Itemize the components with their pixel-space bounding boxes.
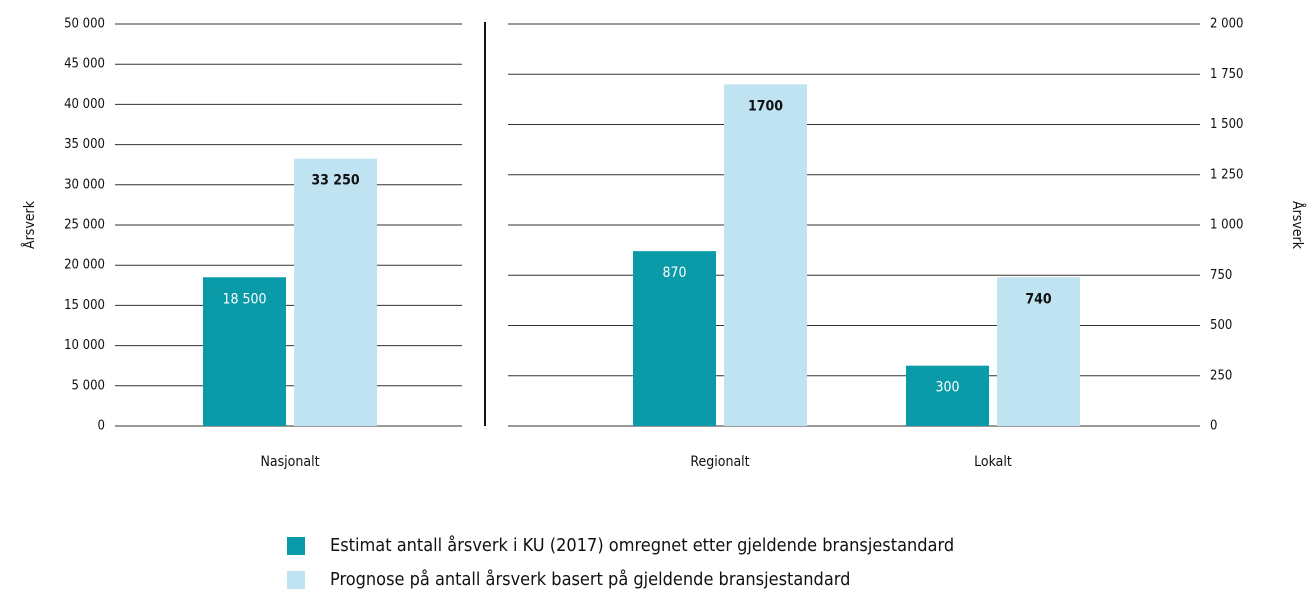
y-tick-label: 10 000	[64, 338, 105, 353]
legend-label: Prognose på antall årsverk basert på gje…	[330, 569, 850, 590]
x-tick-label: Nasjonalt	[260, 454, 319, 470]
y-axis-label: Årsverk	[1289, 201, 1306, 250]
value-label: 740	[1025, 291, 1052, 307]
value-label: 1700	[748, 98, 783, 114]
y-tick-label: 20 000	[64, 258, 105, 273]
y-tick-label: 15 000	[64, 298, 105, 313]
value-label: 18 500	[222, 291, 266, 307]
y-tick-label: 1 250	[1210, 167, 1243, 182]
y-tick-label: 45 000	[64, 57, 105, 72]
x-tick-label: Lokalt	[974, 454, 1012, 470]
y-tick-label: 35 000	[64, 137, 105, 152]
y-tick-label: 0	[1210, 419, 1217, 434]
value-label: 300	[935, 380, 959, 396]
y-tick-label: 30 000	[64, 177, 105, 192]
legend-swatch	[287, 571, 305, 589]
value-label: 33 250	[311, 173, 359, 189]
value-label: 870	[662, 265, 686, 281]
bar	[906, 365, 989, 426]
y-tick-label: 750	[1210, 268, 1232, 283]
y-tick-label: 0	[98, 419, 105, 434]
y-axis-label: Årsverk	[21, 200, 38, 249]
bar	[724, 84, 807, 427]
y-tick-label: 2 000	[1210, 17, 1243, 32]
y-tick-label: 250	[1210, 368, 1232, 383]
bar	[633, 251, 716, 426]
bar	[997, 277, 1080, 426]
y-tick-label: 40 000	[64, 97, 105, 112]
y-tick-label: 1 000	[1210, 218, 1243, 233]
y-tick-label: 5 000	[72, 378, 105, 393]
y-tick-label: 1 500	[1210, 117, 1243, 132]
y-tick-label: 500	[1210, 318, 1232, 333]
y-tick-label: 25 000	[64, 218, 105, 233]
bar	[203, 277, 286, 426]
x-tick-label: Regionalt	[690, 454, 749, 470]
legend-label: Estimat antall årsverk i KU (2017) omreg…	[330, 535, 954, 556]
y-tick-label: 1 750	[1210, 67, 1243, 82]
legend-swatch	[287, 537, 305, 555]
y-tick-label: 50 000	[64, 17, 105, 32]
bar	[294, 158, 377, 427]
